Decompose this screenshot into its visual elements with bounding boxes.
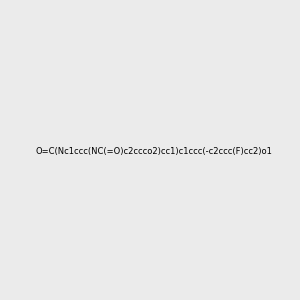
Text: O=C(Nc1ccc(NC(=O)c2ccco2)cc1)c1ccc(-c2ccc(F)cc2)o1: O=C(Nc1ccc(NC(=O)c2ccco2)cc1)c1ccc(-c2cc… [35,147,272,156]
